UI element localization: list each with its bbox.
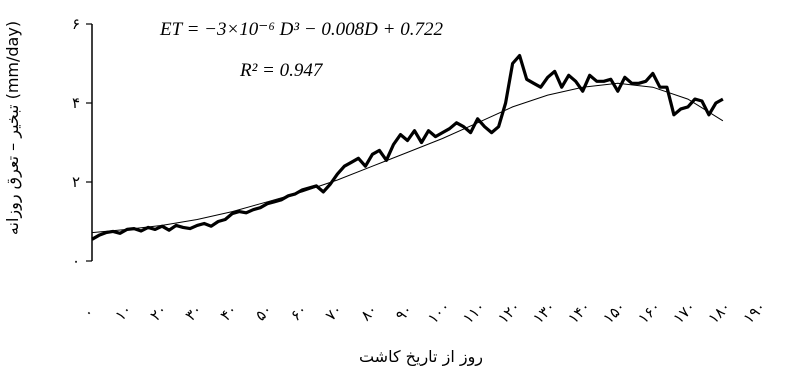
x-tick-label: ۱۲۰ [494, 298, 524, 328]
x-tick-label: ۱۶۰ [634, 298, 664, 328]
r-squared-label: R² = 0.947 [239, 60, 324, 81]
x-tick-label: ۱۵۰ [599, 298, 629, 328]
x-ticks: ۰ ۱۰ ۲۰ ۳۰ ۴۰ ۵۰ ۶۰ ۷۰ ۸۰ ۹۰ ۱۰۰ ۱۱۰ ۱۲۰ ۱۳۰ ۱۴۰ ۱۵۰ ۱۶۰… [79, 298, 769, 328]
x-tick-label: ۴۰ [217, 300, 241, 324]
x-tick-label: ۱۳۰ [529, 298, 559, 328]
trend-line [91, 82, 724, 234]
x-tick-label: ۱۱۰ [459, 298, 489, 328]
x-tick-label: ۸۰ [357, 300, 381, 324]
x-tick-label: ۹۰ [392, 300, 416, 324]
x-tick-label: ۶۰ [287, 300, 311, 324]
y-ticks: ۰ ۲ ۴ ۶ [72, 15, 92, 270]
y-tick-label: ۶ [72, 15, 80, 33]
x-tick-label: ۱۰۰ [424, 298, 454, 328]
x-tick-label: ۲۰ [147, 300, 171, 324]
y-tick-label: ۰ [72, 252, 80, 270]
regression-equation: ET = −3×10⁻⁶ D³ − 0.008D + 0.722 [159, 19, 443, 40]
x-tick-label: ۱۰ [111, 300, 135, 324]
y-axis-title: تبخیر – تعرق روزانه (mm/day) [3, 21, 23, 235]
y-tick-label: ۲ [72, 173, 80, 191]
x-tick-label: ۵۰ [252, 300, 276, 324]
observed-et-line [91, 54, 724, 241]
x-tick-label: ۰ [79, 303, 97, 321]
x-tick-label: ۱۴۰ [564, 298, 594, 328]
x-tick-label: ۱۷۰ [669, 298, 699, 328]
y-tick-label: ۴ [72, 94, 80, 112]
x-tick-label: ۳۰ [182, 300, 206, 324]
x-axis-title: روز از تاریخ کاشت [359, 347, 483, 367]
x-tick-label: ۱۹۰ [740, 298, 770, 328]
x-tick-label: ۱۸۰ [705, 298, 735, 328]
x-tick-label: ۷۰ [322, 300, 346, 324]
